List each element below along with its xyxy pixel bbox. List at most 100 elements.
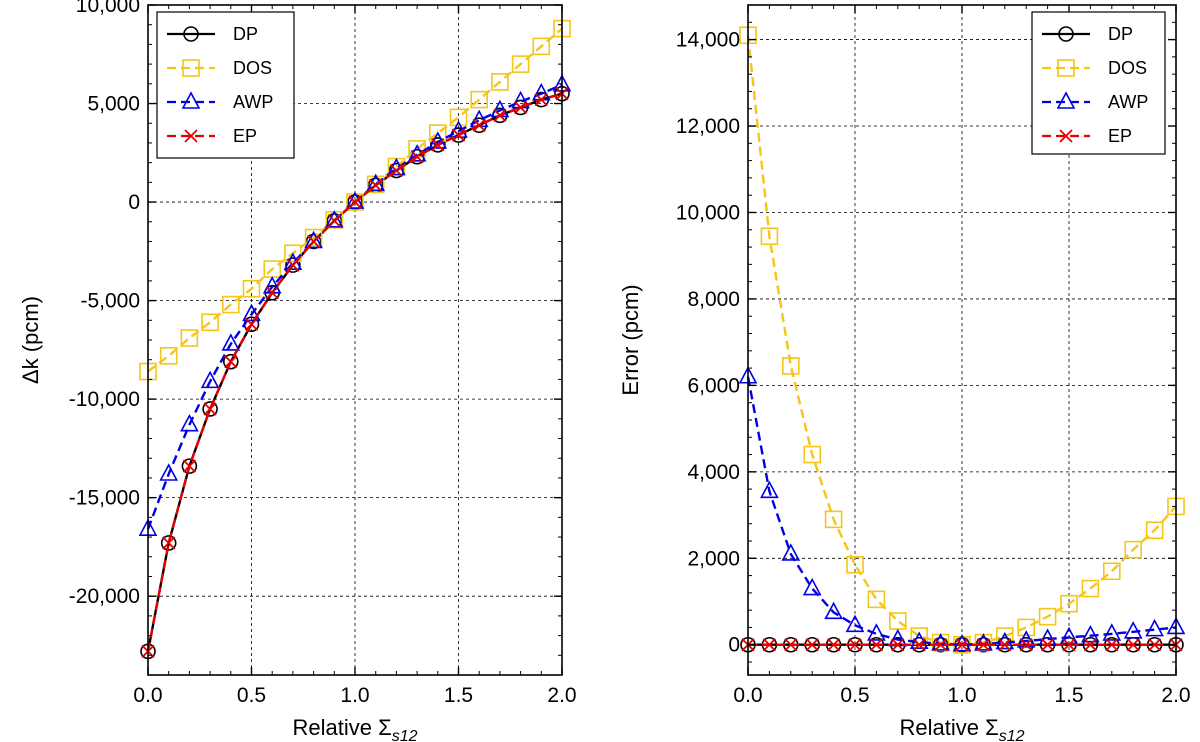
left-legend-label-ep: EP <box>233 126 257 146</box>
right-point-ep <box>1019 638 1033 652</box>
left-y-tick-label: -20,000 <box>69 585 140 608</box>
right-point-awp <box>1102 623 1122 641</box>
right-point-awp <box>845 614 865 633</box>
left-ticks: 0.0 0.5 1.0 1.5 2.0 -20,000 -15,000 -10,000 -5,0… <box>69 0 577 707</box>
left-y-tick-label: -5,000 <box>80 290 140 313</box>
left-point-ep <box>162 536 176 550</box>
left-legend-label-dp: DP <box>233 24 258 44</box>
left-point-dos <box>449 108 468 127</box>
left-series-ep <box>141 87 569 658</box>
left-x-tick-label: 1.0 <box>340 684 369 707</box>
right-legend-entry-dos: DOS <box>1042 58 1147 78</box>
left-point-awp <box>180 414 199 432</box>
left-point-ep <box>410 150 424 164</box>
left-point-ep <box>327 214 341 228</box>
left-point-dp <box>388 162 405 179</box>
right-point-ep <box>976 638 991 652</box>
right-point-dos <box>1145 521 1164 539</box>
left-x-tick-label: 1.5 <box>444 684 473 707</box>
left-legend-marker-ep <box>184 129 198 143</box>
right-point-ep <box>805 638 819 652</box>
right-point-dp <box>1082 636 1099 653</box>
right-y-axis-title: Error (pcm) <box>618 284 643 395</box>
left-point-awp <box>200 370 220 389</box>
right-x-axis-title-main: Relative Σ <box>900 715 999 740</box>
right-point-ep <box>1062 638 1076 652</box>
right-point-awp <box>1123 621 1143 639</box>
right-point-dos <box>846 555 864 574</box>
left-point-ep <box>451 128 466 142</box>
left-series <box>138 19 572 660</box>
left-y-tick-label: 5,000 <box>87 93 140 116</box>
right-point-awp <box>760 480 779 499</box>
left-legend-marker-dos <box>182 59 200 77</box>
left-x-axis-title-main: Relative Σ <box>293 715 392 740</box>
left-legend-label-dos: DOS <box>233 58 272 78</box>
left-legend-entry-dos: DOS <box>167 58 272 78</box>
right-x-axis-title-sub: s12 <box>999 728 1025 742</box>
right-point-awp <box>931 633 950 651</box>
right-point-awp <box>802 577 822 596</box>
left-point-dos <box>532 37 551 56</box>
left-point-dos <box>201 313 219 332</box>
right-legend-marker-dp <box>1058 26 1074 42</box>
right-x-tick-label: 1.0 <box>947 684 976 707</box>
left-point-awp <box>345 191 365 209</box>
left-y-tick-label: -10,000 <box>69 388 140 411</box>
right-point-awp <box>824 601 843 620</box>
right-series-dos <box>739 26 1185 654</box>
left-point-ep <box>348 195 362 209</box>
right-point-dp <box>868 636 885 653</box>
right-point-awp <box>974 633 993 651</box>
left-y-tick-label: 10,000 <box>76 0 140 17</box>
right-point-dos <box>803 445 822 464</box>
right-series-ep <box>741 638 1183 652</box>
left-point-ep <box>431 138 445 152</box>
left-x-tick-label: 0.0 <box>133 684 162 707</box>
right-x-tick-label: 2.0 <box>1161 684 1190 707</box>
right-point-dos <box>1060 594 1078 613</box>
right-legend-entry-awp: AWP <box>1042 91 1148 112</box>
right-line-awp <box>746 376 1177 646</box>
right-x-tick-label: 0.0 <box>733 684 762 707</box>
right-series <box>738 26 1186 654</box>
right-point-ep <box>869 638 884 652</box>
right-legend-entry-ep: EP <box>1042 126 1132 146</box>
left-legend-entry-awp: AWP <box>167 91 273 112</box>
right-y-tick-label: 6,000 <box>687 374 740 397</box>
left-point-dp <box>223 353 239 370</box>
right-point-awp <box>952 634 972 652</box>
right-point-ep <box>1083 638 1098 652</box>
left-point-ep <box>203 402 217 416</box>
right-ticks: 0.0 0.5 1.0 1.5 2.0 0 2,000 4,000 6,000 8,000 10,0… <box>676 4 1191 707</box>
left-x-axis-title: Relative Σs12 <box>293 715 418 742</box>
left-point-ep <box>244 317 259 331</box>
right-legend-label-awp: AWP <box>1108 92 1148 112</box>
right-point-awp <box>781 543 801 561</box>
left-point-ep <box>306 234 321 249</box>
right-point-ep <box>1105 638 1119 652</box>
left-point-dos <box>304 228 323 247</box>
left-x-tick-label: 0.5 <box>237 684 266 707</box>
right-x-tick-label: 0.5 <box>840 684 869 707</box>
left-point-dos <box>284 244 302 263</box>
left-legend-marker-awp <box>181 91 201 109</box>
right-y-tick-label: 0 <box>728 634 740 657</box>
left-point-dos <box>180 329 199 347</box>
left-x-tick-label: 2.0 <box>547 684 576 707</box>
right-point-ep <box>826 638 841 652</box>
right-point-ep <box>891 638 905 652</box>
right-point-dos <box>824 510 843 529</box>
right-point-ep <box>1126 638 1140 652</box>
left-point-awp <box>449 120 468 138</box>
right-point-dos <box>1103 562 1121 581</box>
right-point-ep <box>912 638 926 652</box>
left-point-ep <box>286 258 300 272</box>
left-point-ep <box>265 286 279 300</box>
left-point-dp <box>285 257 301 273</box>
left-y-tick-label: -15,000 <box>69 487 140 510</box>
right-point-ep <box>1147 638 1162 652</box>
right-point-dos <box>1017 618 1036 637</box>
right-y-tick-label: 2,000 <box>687 547 740 570</box>
